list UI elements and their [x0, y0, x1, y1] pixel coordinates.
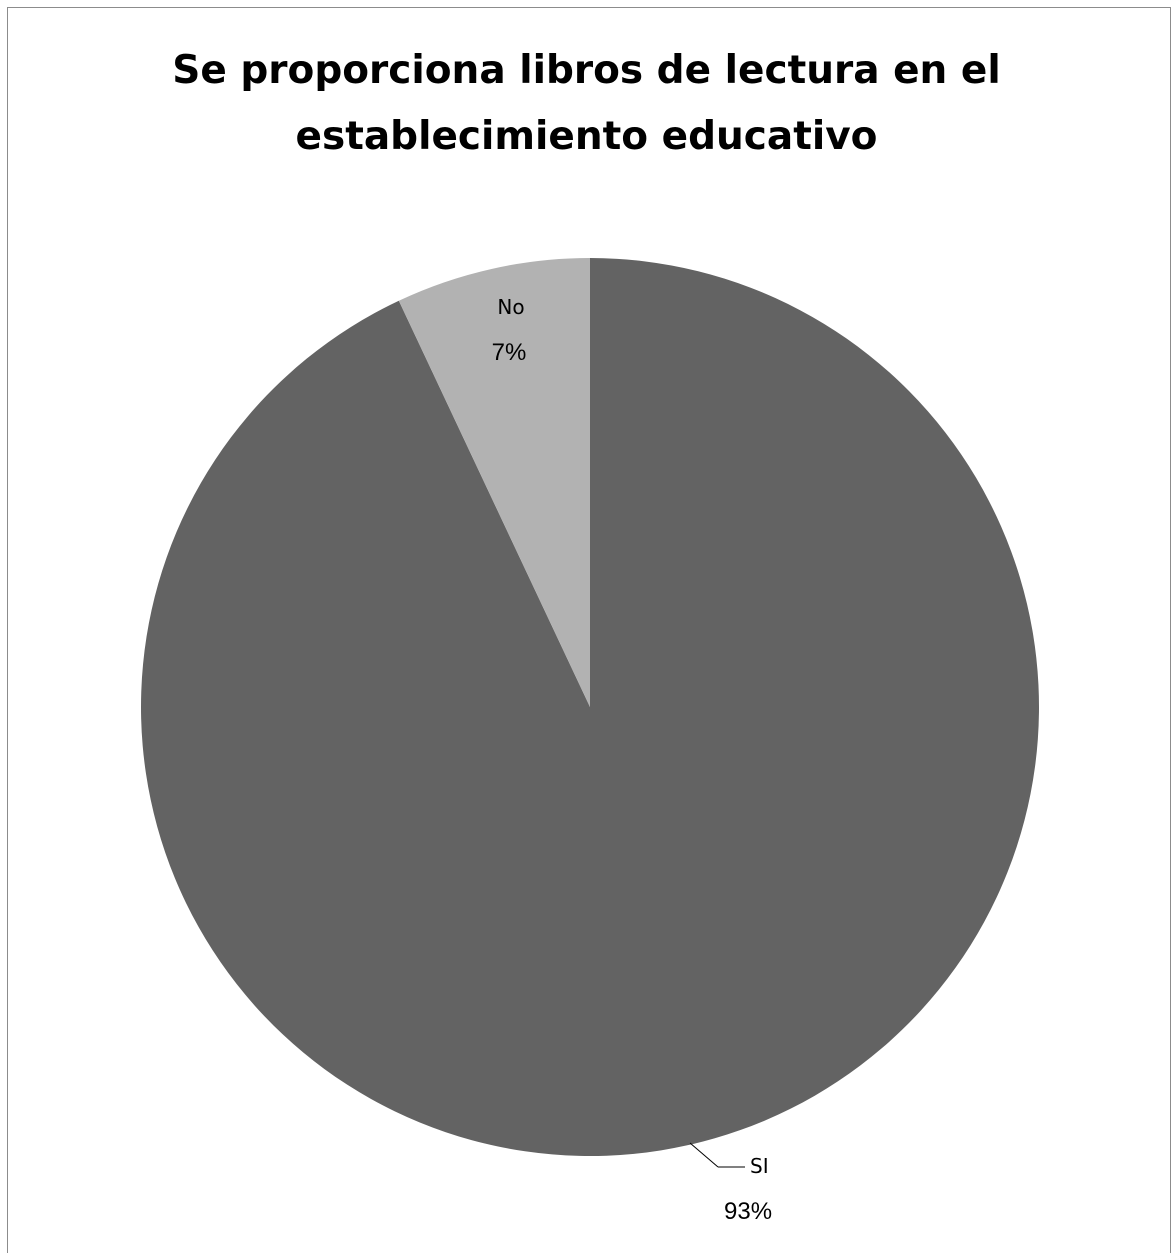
- pie-slice-no: [398, 258, 590, 707]
- pie-slice-si: [141, 258, 1040, 1156]
- chart-title: Se proporciona libros de lectura en el e…: [0, 38, 1173, 170]
- leader-line-si: [689, 1142, 719, 1168]
- slice-label-si: SI: [750, 1154, 769, 1178]
- slice-value-no: 7%: [492, 339, 527, 366]
- slice-label-no: No: [497, 295, 524, 319]
- slice-value-si: 93%: [724, 1198, 772, 1225]
- chart-title-line-1: Se proporciona libros de lectura en el: [172, 48, 1001, 93]
- chart-title-line-2: establecimiento educativo: [295, 114, 878, 159]
